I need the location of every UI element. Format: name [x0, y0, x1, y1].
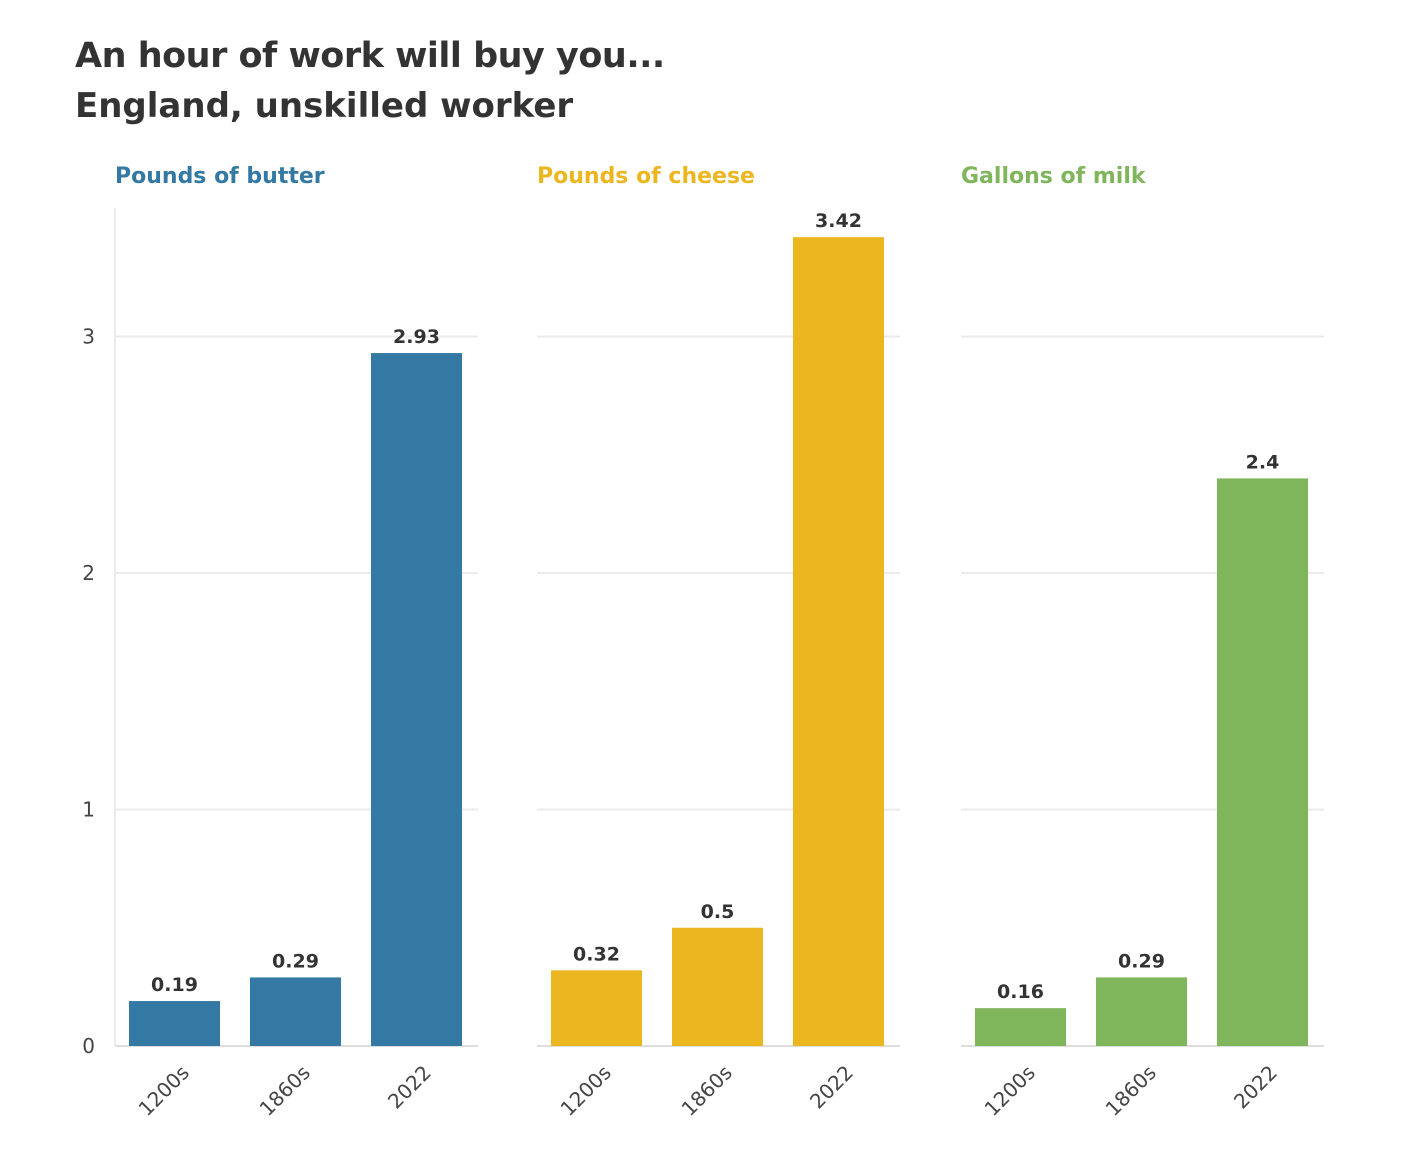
- bar-pounds-of-butter-1200s: [129, 1001, 220, 1046]
- data-label: 0.5: [701, 901, 735, 923]
- bar-pounds-of-cheese-1860s: [672, 927, 763, 1046]
- x-tick-label: 2022: [805, 1060, 858, 1113]
- panel-title-pounds-of-butter: Pounds of butter: [115, 164, 325, 189]
- data-label: 0.16: [997, 981, 1044, 1003]
- x-tick-label: 1860s: [677, 1060, 737, 1120]
- panel-title-gallons-of-milk: Gallons of milk: [961, 164, 1147, 189]
- chart-subtitle: England, unskilled worker: [75, 86, 574, 126]
- data-label: 3.42: [815, 210, 862, 232]
- bar-pounds-of-cheese-2022: [793, 237, 884, 1047]
- y-tick-label: 2: [82, 561, 95, 585]
- data-label: 0.32: [573, 943, 620, 965]
- data-label: 0.29: [272, 950, 319, 972]
- chart-title: An hour of work will buy you...: [75, 36, 665, 76]
- x-tick-label: 1200s: [980, 1060, 1040, 1120]
- data-label: 2.93: [393, 326, 440, 348]
- x-tick-label: 2022: [383, 1060, 436, 1113]
- x-tick-label: 1860s: [255, 1060, 315, 1120]
- panel-title-pounds-of-cheese: Pounds of cheese: [537, 164, 755, 189]
- data-label: 2.4: [1246, 451, 1280, 473]
- y-tick-label: 1: [82, 798, 95, 822]
- x-tick-label: 2022: [1229, 1060, 1282, 1113]
- y-tick-label: 0: [82, 1034, 95, 1058]
- x-tick-label: 1200s: [134, 1060, 194, 1120]
- y-tick-label: 3: [82, 325, 95, 349]
- x-tick-label: 1200s: [556, 1060, 616, 1120]
- data-label: 0.19: [151, 974, 198, 996]
- bar-gallons-of-milk-1200s: [975, 1008, 1066, 1046]
- x-tick-label: 1860s: [1101, 1060, 1161, 1120]
- bar-pounds-of-butter-1860s: [250, 977, 341, 1046]
- bar-gallons-of-milk-2022: [1217, 478, 1308, 1046]
- data-label: 0.29: [1118, 950, 1165, 972]
- bar-gallons-of-milk-1860s: [1096, 977, 1187, 1046]
- bar-pounds-of-cheese-1200s: [551, 970, 642, 1046]
- bar-pounds-of-butter-2022: [371, 353, 462, 1046]
